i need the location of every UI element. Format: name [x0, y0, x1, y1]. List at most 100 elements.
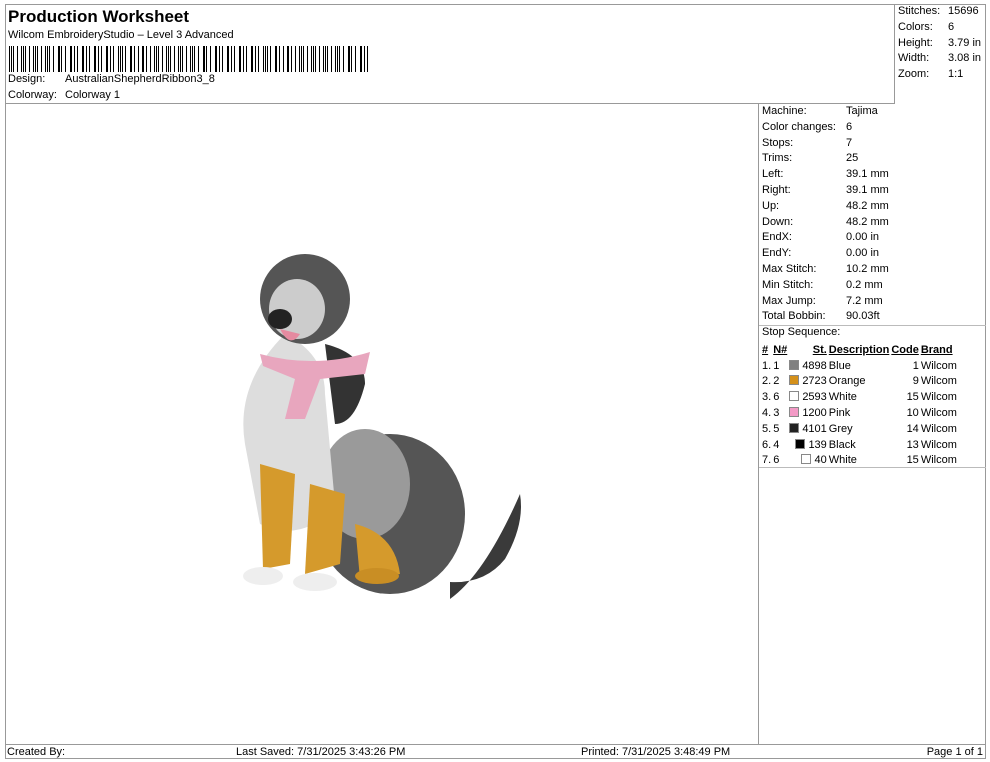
machine-row: Max Stitch: 10.2 mm [762, 263, 889, 275]
machine-value: 0.00 in [846, 247, 880, 260]
color-code: 14 [906, 422, 919, 435]
machine-label: Machine: [762, 105, 807, 117]
colorway-label: Colorway: [8, 89, 57, 101]
barcode-bar [25, 46, 26, 72]
design-label: Design: [8, 73, 46, 85]
color-swatch [795, 438, 806, 449]
color-description: White [828, 391, 857, 404]
table-row: 7. 6 40 White 15 Wilcom [761, 453, 958, 469]
machine-label: Color changes: [762, 120, 836, 133]
stat-label: Stitches: [898, 5, 941, 17]
machine-row: EndY: 0.00 in [762, 247, 879, 260]
column-header: # [762, 343, 769, 356]
row-index: 1. [762, 359, 772, 372]
color-code: 1 [912, 359, 919, 372]
machine-value: 25 [846, 152, 859, 165]
column-header: Code [891, 343, 919, 356]
barcode-bar [252, 46, 253, 72]
divider [759, 467, 986, 468]
machine-label: EndX: [762, 231, 792, 244]
machine-row: Down: 48.2 mm [762, 216, 889, 228]
stop-sequence-title: Stop Sequence: [762, 326, 841, 338]
page-number: Page 1 of 1 [926, 746, 983, 758]
stat-row: Stitches: 15696 [898, 5, 979, 17]
machine-label: Right: [762, 184, 791, 196]
barcode-bar [89, 46, 90, 72]
brand: Wilcom [920, 375, 957, 388]
color-swatch [789, 375, 800, 386]
color-code: 13 [906, 438, 919, 451]
stitch-count: 2723 [802, 375, 827, 388]
barcode-bar [215, 46, 217, 72]
stat-label: Colors: [898, 20, 933, 33]
machine-label: Max Stitch: [762, 263, 817, 275]
stat-row: Width: 3.08 in [898, 52, 981, 65]
barcode-bar [81, 46, 83, 72]
machine-value: 6 [846, 120, 853, 133]
column-header: N# [773, 343, 788, 356]
stat-value: 3.08 in [948, 52, 982, 65]
machine-value: 48.2 mm [846, 215, 889, 228]
needle-number: 6 [773, 454, 780, 467]
barcode-bar [206, 46, 208, 72]
color-description: Black [828, 438, 856, 451]
barcode-bar [324, 46, 326, 72]
row-index: 2. [762, 375, 772, 388]
needle-number: 4 [773, 438, 780, 451]
needle-number: 6 [773, 391, 780, 404]
machine-row: EndX: 0.00 in [762, 231, 879, 244]
brand: Wilcom [920, 454, 957, 467]
barcode-bar [133, 46, 135, 72]
barcode-bar [154, 46, 155, 72]
worksheet-header: Production Worksheet Wilcom EmbroiderySt… [5, 4, 895, 104]
machine-label: Up: [762, 199, 780, 212]
color-swatch [801, 454, 812, 465]
barcode-bar [107, 46, 108, 72]
color-swatch [789, 407, 800, 418]
machine-label: Stops: [762, 136, 794, 149]
stitch-count: 1200 [802, 407, 827, 420]
barcode-bar [61, 46, 63, 72]
color-code: 10 [906, 407, 919, 420]
barcode-bar [278, 46, 280, 72]
barcode-bar [97, 46, 99, 72]
machine-label: Total Bobbin: [762, 310, 826, 323]
stitch-count: 2593 [802, 391, 827, 404]
machine-value: 7 [846, 136, 853, 149]
row-index: 6. [762, 438, 772, 451]
barcode-bar [351, 46, 353, 72]
machine-value: 0.00 in [846, 231, 880, 244]
stat-label: Zoom: [898, 68, 930, 81]
barcode-bar [342, 46, 344, 72]
stat-label: Width: [898, 52, 930, 65]
worksheet-frame [5, 4, 986, 759]
barcode-bar [143, 46, 145, 72]
table-row: 1. 1 4898 Blue 1 Wilcom [761, 358, 958, 374]
machine-row: Machine: Tajima [762, 105, 878, 117]
colorway-row: Colorway: Colorway 1 [8, 89, 120, 101]
design-preview [5, 104, 759, 744]
machine-label: Min Stitch: [762, 278, 814, 291]
color-code: 15 [906, 391, 919, 404]
dog-embroidery-image [243, 254, 521, 599]
barcode-bar [190, 46, 192, 72]
barcode-bar [52, 46, 54, 72]
brand: Wilcom [920, 438, 957, 451]
worksheet-footer: Created By: Last Saved: 7/31/2025 3:43:2… [5, 744, 986, 759]
table-row: 5. 5 4101 Grey 14 Wilcom [761, 421, 958, 437]
machine-label: Left: [762, 168, 784, 181]
table-row: 6. 4 139 Black 13 Wilcom [761, 437, 958, 453]
color-swatch [789, 359, 800, 370]
stitch-count: 139 [808, 438, 827, 451]
barcode-bar [170, 46, 171, 72]
brand: Wilcom [920, 359, 957, 372]
color-description: Pink [828, 407, 851, 420]
color-description: White [828, 454, 857, 467]
barcode-bar [226, 46, 228, 72]
barcode-bar [242, 46, 244, 72]
divider [759, 325, 986, 326]
machine-label: EndY: [762, 247, 792, 260]
stat-value: 1:1 [948, 68, 964, 81]
brand: Wilcom [920, 422, 957, 435]
machine-value: 90.03ft [846, 310, 880, 323]
